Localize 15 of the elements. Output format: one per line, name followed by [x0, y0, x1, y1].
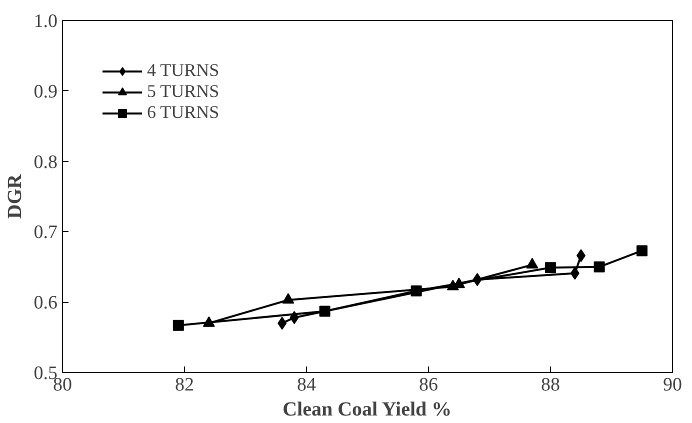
x-tick-label: 86 [419, 374, 438, 396]
y-axis-title: DGR [4, 174, 26, 219]
y-tick-label: 0.6 [34, 292, 58, 314]
x-tick-label: 90 [663, 374, 682, 396]
y-tick-label: 0.7 [34, 222, 58, 244]
y-tick-label: 0.9 [34, 81, 58, 102]
legend-label: 6 TURNS [147, 102, 220, 123]
y-tick-label: 0.8 [34, 152, 58, 173]
legend-label: 4 TURNS [147, 60, 220, 81]
legend-label: 5 TURNS [147, 81, 220, 102]
y-tick-label: 1.0 [34, 11, 58, 32]
x-axis-title: Clean Coal Yield % [282, 398, 452, 420]
x-tick-label: 82 [175, 374, 194, 396]
x-tick-label: 88 [541, 374, 560, 396]
x-tick-label: 84 [297, 374, 316, 396]
